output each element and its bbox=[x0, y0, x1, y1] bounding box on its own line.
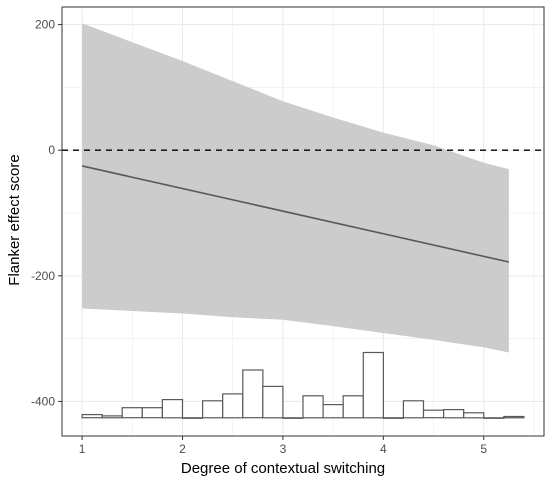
histogram-bar bbox=[342, 395, 364, 419]
y-tick-label: -200 bbox=[31, 269, 55, 283]
x-tick-label: 5 bbox=[480, 442, 487, 456]
histogram-bar bbox=[161, 399, 184, 419]
histogram-bar bbox=[101, 415, 123, 419]
histogram-bar bbox=[141, 407, 164, 419]
y-axis-title: Flanker effect score bbox=[6, 154, 23, 285]
histogram-bar bbox=[402, 400, 425, 419]
x-tick-label: 3 bbox=[280, 442, 287, 456]
axes-layer: 1 2 3 4 5 200 0 -200 -400 bbox=[31, 18, 487, 456]
histogram-bar bbox=[322, 404, 344, 419]
histogram-bar bbox=[262, 385, 284, 419]
histogram-bar bbox=[202, 400, 224, 419]
histogram-bar bbox=[362, 351, 384, 419]
histogram-bar bbox=[242, 369, 264, 419]
confidence-band bbox=[82, 23, 509, 353]
histogram-bar bbox=[503, 415, 525, 419]
regression-line bbox=[81, 165, 510, 263]
histogram-layer bbox=[81, 351, 525, 419]
histogram-bar bbox=[222, 393, 244, 419]
y-tick-label: 200 bbox=[35, 18, 55, 32]
histogram-bar bbox=[181, 417, 204, 419]
x-tick-label: 4 bbox=[380, 442, 387, 456]
plot-border bbox=[61, 6, 545, 437]
histogram-bar bbox=[81, 414, 103, 419]
histogram-bar bbox=[483, 417, 505, 419]
histogram-bar bbox=[302, 395, 324, 419]
y-tick-label: 0 bbox=[48, 143, 55, 157]
histogram-bar bbox=[282, 417, 304, 419]
confidence-band-layer bbox=[82, 23, 509, 353]
x-tick-label: 2 bbox=[179, 442, 186, 456]
histogram-bar bbox=[382, 417, 404, 419]
x-axis-title: Degree of contextual switching bbox=[181, 460, 385, 477]
histogram-bar bbox=[443, 409, 465, 419]
histogram-bar bbox=[422, 409, 445, 419]
y-tick-label: -400 bbox=[31, 394, 55, 408]
histogram-bar bbox=[463, 412, 485, 419]
fit-line-layer bbox=[81, 165, 510, 263]
histogram-bar bbox=[121, 407, 143, 419]
x-tick-label: 1 bbox=[79, 442, 86, 456]
